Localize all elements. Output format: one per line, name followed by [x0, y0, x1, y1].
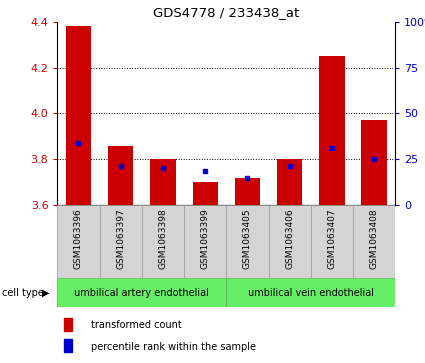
- Bar: [184, 205, 226, 278]
- Bar: [361, 120, 387, 205]
- Bar: [226, 278, 395, 307]
- Bar: [150, 159, 176, 205]
- Text: ▶: ▶: [42, 287, 49, 298]
- Bar: [319, 56, 345, 205]
- Bar: [99, 205, 142, 278]
- Bar: [57, 205, 99, 278]
- Bar: [277, 159, 302, 205]
- Bar: [193, 182, 218, 205]
- Text: GSM1063405: GSM1063405: [243, 209, 252, 269]
- Text: GSM1063396: GSM1063396: [74, 209, 83, 269]
- Bar: [235, 178, 260, 205]
- Text: GSM1063398: GSM1063398: [159, 209, 167, 269]
- Bar: [226, 205, 269, 278]
- Bar: [108, 146, 133, 205]
- Text: umbilical vein endothelial: umbilical vein endothelial: [248, 287, 374, 298]
- Bar: [311, 205, 353, 278]
- Bar: [64, 339, 72, 352]
- Text: umbilical artery endothelial: umbilical artery endothelial: [74, 287, 209, 298]
- Bar: [353, 205, 395, 278]
- Bar: [66, 26, 91, 205]
- Text: percentile rank within the sample: percentile rank within the sample: [91, 342, 256, 352]
- Text: cell type: cell type: [2, 287, 44, 298]
- Bar: [57, 278, 226, 307]
- Bar: [269, 205, 311, 278]
- Text: GSM1063406: GSM1063406: [285, 209, 294, 269]
- Bar: [64, 318, 72, 331]
- Text: transformed count: transformed count: [91, 321, 182, 330]
- Text: GSM1063407: GSM1063407: [327, 209, 337, 269]
- Bar: [142, 205, 184, 278]
- Text: GSM1063397: GSM1063397: [116, 209, 125, 269]
- Text: GSM1063399: GSM1063399: [201, 209, 210, 269]
- Title: GDS4778 / 233438_at: GDS4778 / 233438_at: [153, 6, 300, 19]
- Text: GSM1063408: GSM1063408: [370, 209, 379, 269]
